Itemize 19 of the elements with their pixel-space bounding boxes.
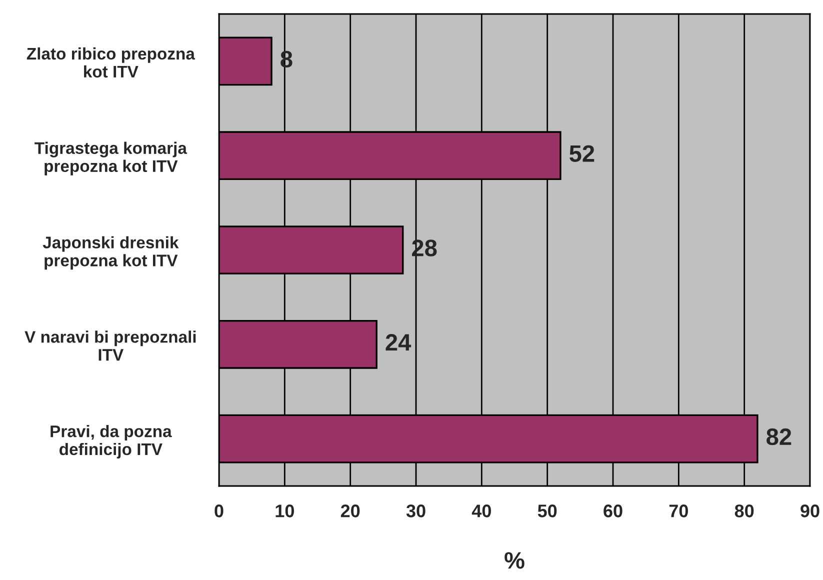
y-tick-label: V naravi bi prepoznali ITV xyxy=(24,330,196,361)
y-tick-label: Pravi, da pozna definicijo ITV xyxy=(50,424,172,458)
y-tick-label: Zlato ribico prepozna kot ITV xyxy=(26,47,196,78)
y-tick-label: Japonski dresnik prepozna kot ITV xyxy=(42,236,179,270)
x-tick-label: 50 xyxy=(538,504,557,518)
x-tick-label: 80 xyxy=(734,504,754,518)
data-label: 52 xyxy=(570,145,594,162)
x-tick-label: 70 xyxy=(669,504,688,518)
x-tick-label: 0 xyxy=(214,504,224,518)
x-tick-label: 90 xyxy=(800,504,820,518)
x-tick-label: 20 xyxy=(340,504,360,518)
y-tick-label: Tigrastega komarja prepozna kot ITV xyxy=(34,142,188,176)
x-tick-label: 30 xyxy=(406,504,426,518)
x-axis-title: % xyxy=(504,552,524,569)
data-label: 82 xyxy=(766,428,792,446)
x-tick-label: 40 xyxy=(472,504,491,518)
x-tick-label: 60 xyxy=(604,504,622,518)
data-label: 24 xyxy=(386,334,412,351)
x-tick-label: 10 xyxy=(276,504,294,518)
